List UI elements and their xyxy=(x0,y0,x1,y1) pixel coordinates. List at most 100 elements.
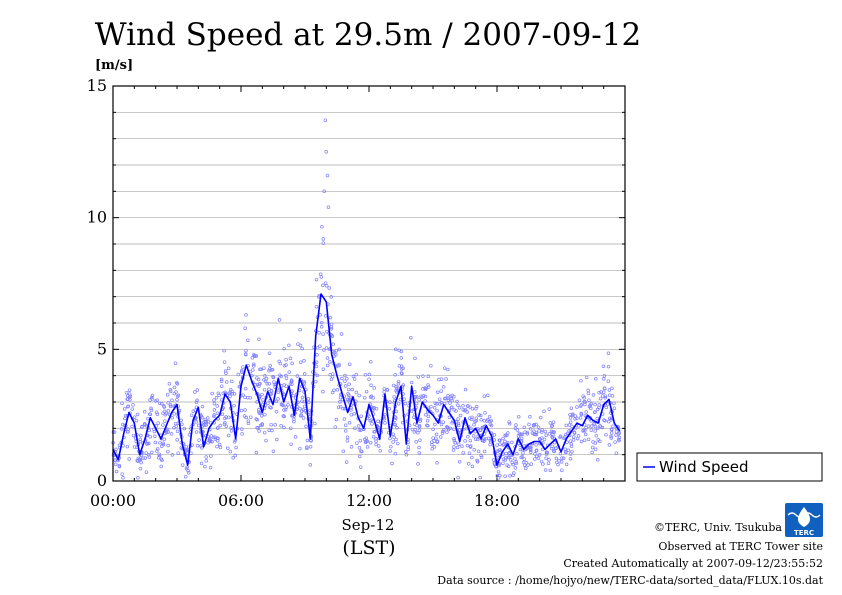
sample-point xyxy=(296,342,300,346)
sample-point xyxy=(321,237,326,241)
sample-point xyxy=(168,388,173,392)
sample-point xyxy=(471,434,476,438)
sample-point xyxy=(488,442,492,447)
sample-point xyxy=(184,444,189,449)
sample-point xyxy=(612,401,616,405)
sample-point xyxy=(589,428,594,432)
sample-point xyxy=(552,449,557,454)
series-line-wind-speed xyxy=(112,293,621,467)
sample-point xyxy=(429,404,433,409)
sample-point xyxy=(610,394,615,398)
sample-point xyxy=(575,436,580,441)
sample-point xyxy=(268,405,272,409)
sample-point xyxy=(117,464,122,469)
legend-box xyxy=(636,452,823,482)
sample-point xyxy=(451,448,456,452)
sample-point xyxy=(160,458,164,463)
sample-point xyxy=(416,375,421,379)
sample-point xyxy=(533,457,537,461)
sample-point xyxy=(514,461,518,466)
credit-site: Observed at TERC Tower site xyxy=(658,540,823,553)
sample-point xyxy=(426,414,431,419)
sample-point xyxy=(322,348,326,352)
sample-point xyxy=(609,427,614,432)
sample-point xyxy=(233,453,238,458)
sample-point xyxy=(393,372,397,377)
sample-point xyxy=(607,388,612,392)
sample-point xyxy=(163,412,167,417)
sample-point xyxy=(564,423,569,428)
sample-point xyxy=(347,393,351,397)
sample-point xyxy=(162,404,166,408)
sample-point xyxy=(452,427,456,431)
sample-point xyxy=(611,424,615,429)
sample-point xyxy=(232,392,237,396)
sample-point xyxy=(491,458,496,462)
sample-point xyxy=(397,348,401,353)
sample-point xyxy=(448,401,452,405)
sample-point xyxy=(456,417,460,421)
sample-point xyxy=(123,413,128,418)
sample-point xyxy=(606,351,611,356)
sample-point xyxy=(218,423,222,428)
sample-point xyxy=(165,393,170,397)
sample-point xyxy=(349,445,354,449)
sample-point xyxy=(446,394,450,398)
sample-point xyxy=(396,381,401,386)
sample-point xyxy=(450,405,454,410)
sample-point xyxy=(449,397,454,401)
sample-point xyxy=(230,379,234,384)
sample-point xyxy=(343,379,347,383)
sample-point xyxy=(590,445,595,450)
sample-point xyxy=(452,445,456,449)
sample-point xyxy=(441,427,446,432)
sample-point xyxy=(461,450,465,455)
sample-point xyxy=(385,388,390,392)
sample-point xyxy=(584,375,589,380)
sample-point xyxy=(155,398,159,402)
sample-point xyxy=(418,419,422,423)
sample-point xyxy=(180,463,185,467)
sample-point xyxy=(219,384,224,388)
sample-point xyxy=(172,391,177,396)
sample-point xyxy=(610,386,614,391)
sample-point xyxy=(595,426,600,431)
sample-point xyxy=(273,422,277,427)
sample-point xyxy=(346,387,351,392)
sample-point xyxy=(182,426,187,431)
sample-point xyxy=(217,393,221,398)
sample-point xyxy=(138,437,142,442)
sample-point xyxy=(279,424,283,428)
sample-point xyxy=(328,315,333,320)
sample-point xyxy=(606,379,611,383)
sample-point xyxy=(364,436,368,440)
sample-point xyxy=(216,391,221,396)
sample-point xyxy=(536,425,541,430)
sample-point xyxy=(440,431,445,435)
sample-point xyxy=(234,445,238,450)
sample-point xyxy=(563,447,567,452)
sample-point xyxy=(567,429,571,433)
sample-point xyxy=(152,427,156,432)
sample-point xyxy=(126,404,130,409)
sample-point xyxy=(415,394,419,399)
sample-point xyxy=(340,376,344,381)
sample-point xyxy=(336,405,341,410)
sample-point xyxy=(175,394,180,399)
sample-point xyxy=(339,332,344,336)
sample-point xyxy=(175,437,179,442)
sample-point xyxy=(218,445,223,450)
sample-point xyxy=(374,442,378,447)
sample-point xyxy=(474,416,479,421)
sample-point xyxy=(556,462,560,467)
sample-point xyxy=(144,470,149,474)
sample-point xyxy=(397,364,402,368)
sample-point xyxy=(544,456,548,461)
sample-point xyxy=(534,443,538,447)
sample-point xyxy=(261,398,265,402)
sample-point xyxy=(224,380,229,384)
sample-point xyxy=(577,398,582,402)
sample-point xyxy=(536,456,541,460)
sample-point xyxy=(533,452,537,456)
sample-point xyxy=(304,424,308,429)
